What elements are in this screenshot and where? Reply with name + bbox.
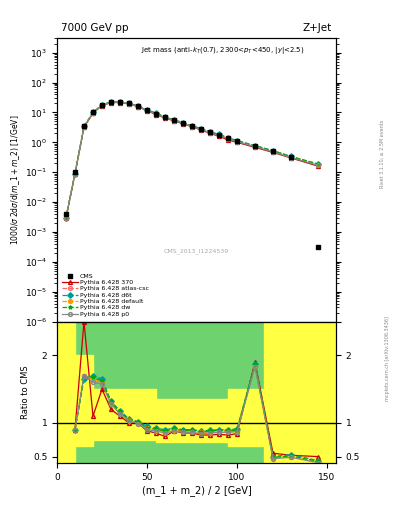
CMS (190, 123, 195, 129)
CMS (118, 99, 122, 105)
CMS (271, 148, 275, 155)
CMS (235, 138, 239, 144)
CMS (163, 114, 167, 120)
CMS (145, 107, 149, 113)
Text: mcplots.cern.ch [arXiv:1306.3436]: mcplots.cern.ch [arXiv:1306.3436] (385, 316, 389, 401)
CMS (91, 110, 95, 116)
CMS (217, 132, 221, 138)
CMS (127, 100, 131, 106)
CMS (288, 154, 293, 160)
Text: Jet mass (anti-$k_T$(0.7), 2300<$p_T$<450, $|y|$<2.5): Jet mass (anti-$k_T$(0.7), 2300<$p_T$<45… (141, 46, 304, 56)
Text: Rivet 3.1.10, ≥ 2.5M events: Rivet 3.1.10, ≥ 2.5M events (380, 119, 384, 188)
CMS (198, 126, 203, 132)
Y-axis label: $1000/\sigma\,2\mathrm{d}\sigma/\mathrm{d}(m\_1+m\_2)$ [1/GeV]: $1000/\sigma\,2\mathrm{d}\sigma/\mathrm{… (9, 115, 22, 245)
X-axis label: (m_1 + m_2) / 2 [GeV]: (m_1 + m_2) / 2 [GeV] (141, 485, 252, 496)
Legend: CMS, Pythia 6.428 370, Pythia 6.428 atlas-csc, Pythia 6.428 d6t, Pythia 6.428 de: CMS, Pythia 6.428 370, Pythia 6.428 atla… (60, 271, 151, 318)
CMS (316, 244, 320, 250)
CMS (208, 129, 212, 135)
CMS (253, 143, 257, 149)
Line: CMS: CMS (64, 100, 320, 249)
CMS (226, 135, 230, 141)
CMS (172, 117, 176, 123)
CMS (73, 169, 77, 175)
Text: 7000 GeV pp: 7000 GeV pp (61, 23, 129, 33)
CMS (64, 211, 68, 217)
Y-axis label: Ratio to CMS: Ratio to CMS (21, 366, 30, 419)
CMS (154, 111, 158, 117)
Bar (57, 322, 336, 463)
CMS (136, 103, 140, 110)
CMS (181, 120, 185, 126)
Text: CMS_2013_I1224539: CMS_2013_I1224539 (164, 248, 229, 254)
CMS (108, 99, 113, 105)
CMS (82, 123, 86, 129)
CMS (100, 102, 105, 108)
Text: Z+Jet: Z+Jet (303, 23, 332, 33)
